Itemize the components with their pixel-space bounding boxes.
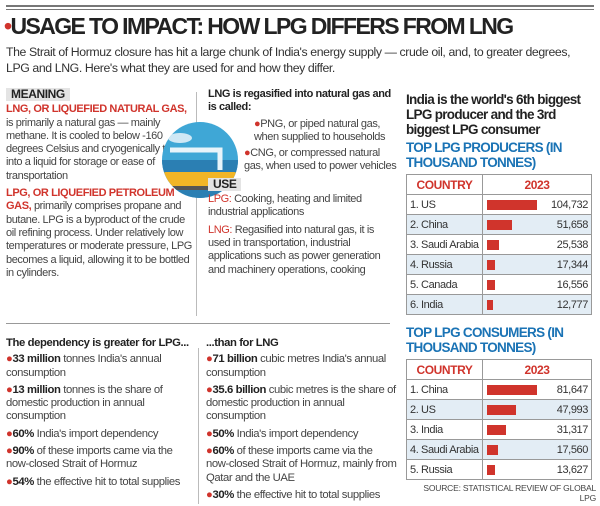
table-row: 3. Saudi Arabia 25,538 bbox=[406, 234, 592, 255]
country-cell: 5. Russia bbox=[406, 459, 483, 480]
page-title: •USAGE TO IMPACT: HOW LPG DIFFERS FROM L… bbox=[4, 13, 514, 39]
table-row: 5. Russia 13,627 bbox=[406, 459, 592, 480]
bar bbox=[487, 300, 494, 310]
bar bbox=[487, 445, 498, 455]
country-cell: 1. China bbox=[406, 379, 483, 400]
list-item: ●60% India's import dependency bbox=[6, 427, 159, 440]
list-item: ●50% India's import dependency bbox=[206, 427, 359, 440]
divider bbox=[6, 323, 390, 324]
lng-heading: LNG, OR LIQUEFIED NATURAL GAS, bbox=[6, 103, 187, 116]
country-cell: 2. US bbox=[406, 399, 483, 420]
lng-text: is primarily a natural gas — mainly meth… bbox=[6, 116, 192, 182]
value-label: 17,344 bbox=[556, 258, 589, 271]
value-label: 47,993 bbox=[556, 403, 589, 416]
lpg-dependency-heading: The dependency is greater for LPG... bbox=[6, 337, 189, 349]
producers-title: TOP LPG PRODUCERS (IN THOUSAND TONNES) bbox=[406, 140, 563, 170]
table-row: 2. US 47,993 bbox=[406, 399, 592, 420]
bar bbox=[487, 260, 496, 270]
use-tag: USE bbox=[208, 177, 242, 192]
list-item: ●60% of these imports came via the now-c… bbox=[206, 445, 397, 484]
subtitle: The Strait of Hormuz closure has hit a l… bbox=[6, 45, 571, 75]
value-label: 16,556 bbox=[556, 278, 589, 291]
country-cell: 3. India bbox=[406, 419, 483, 440]
lpg-use: Cooking, heating and limited industrial … bbox=[208, 193, 362, 219]
top-rule bbox=[6, 5, 594, 7]
meaning-tag: MEANING bbox=[6, 87, 70, 102]
country-cell: 1. US bbox=[406, 194, 483, 215]
country-cell: 4. Russia bbox=[406, 254, 483, 275]
country-cell: 4. Saudi Arabia bbox=[406, 439, 483, 460]
value-label: 31,317 bbox=[556, 423, 589, 436]
bar bbox=[487, 425, 507, 435]
consumers-table: COUNTRY 2023 1. China 81,647 2. US 47,993 3. I… bbox=[406, 359, 592, 480]
list-item: ●71 billion cubic metres India's annual … bbox=[206, 353, 386, 379]
list-item: ●35.6 billion cubic metres is the share … bbox=[206, 383, 396, 423]
meaning-section: MEANING LNG, OR LIQUEFIED NATURAL GAS, i… bbox=[6, 87, 194, 284]
consumers-title: TOP LPG CONSUMERS (IN THOUSAND TONNES) bbox=[406, 325, 564, 355]
right-panel: India is the world's 6th biggest LPG pro… bbox=[406, 92, 596, 503]
list-item: ●PNG, or piped natural gas, when supplie… bbox=[254, 117, 386, 143]
value-label: 25,538 bbox=[556, 238, 589, 251]
lpg-dependency: The dependency is greater for LPG... ●33… bbox=[6, 337, 196, 493]
value-label: 13,627 bbox=[556, 463, 589, 476]
value-label: 81,647 bbox=[556, 383, 589, 396]
bar bbox=[487, 200, 537, 210]
list-item: ●90% of these imports came via the now-c… bbox=[6, 445, 173, 471]
bar bbox=[487, 385, 537, 395]
lng-dependency: ...than for LNG ●71 billion cubic metres… bbox=[206, 337, 398, 506]
country-cell: 3. Saudi Arabia bbox=[406, 234, 483, 255]
table-row: 1. US 104,732 bbox=[406, 194, 592, 215]
source-note: SOURCE: STATISTICAL REVIEW OF GLOBAL LPG bbox=[423, 483, 596, 503]
lng-label: LNG: bbox=[208, 223, 233, 236]
table-row: 5. Canada 16,556 bbox=[406, 274, 592, 295]
right-heading: India is the world's 6th biggest LPG pro… bbox=[406, 92, 581, 137]
lpg-label: LPG: bbox=[208, 193, 232, 206]
table-row: 2. China 51,658 bbox=[406, 214, 592, 235]
bar bbox=[487, 405, 517, 415]
country-cell: 2. China bbox=[406, 214, 483, 235]
lpg-heading: LPG, OR LIQUEFIED PETROLEUM GAS, bbox=[6, 187, 175, 213]
list-item: ●30% the effective hit to total supplies bbox=[206, 488, 381, 501]
value-label: 51,658 bbox=[556, 218, 589, 231]
country-cell: 5. Canada bbox=[406, 274, 483, 295]
table-row: 6. India 12,777 bbox=[406, 294, 592, 315]
value-label: 12,777 bbox=[556, 298, 589, 311]
list-item: ●54% the effective hit to total supplies bbox=[6, 475, 181, 488]
list-item: ●CNG, or compressed natural gas, when us… bbox=[244, 147, 397, 173]
col-header-country: COUNTRY bbox=[406, 359, 483, 380]
bar bbox=[487, 280, 495, 290]
bar bbox=[487, 465, 496, 475]
col-header-year: 2023 bbox=[482, 359, 592, 380]
divider bbox=[198, 348, 199, 504]
lpg-text: primarily comprises propane and butane. … bbox=[6, 200, 192, 279]
table-row: 3. India 31,317 bbox=[406, 419, 592, 440]
col-header-country: COUNTRY bbox=[406, 174, 483, 195]
value-label: 17,560 bbox=[556, 443, 589, 456]
bar bbox=[487, 240, 500, 250]
regas-heading: LNG is regasified into natural gas and i… bbox=[208, 88, 391, 114]
divider bbox=[196, 92, 197, 316]
top-rule bbox=[6, 9, 594, 10]
regas-section: LNG is regasified into natural gas and i… bbox=[208, 88, 398, 281]
table-row: 1. China 81,647 bbox=[406, 379, 592, 400]
list-item: ●13 million tonnes is the share of domes… bbox=[6, 383, 163, 423]
table-row: 4. Russia 17,344 bbox=[406, 254, 592, 275]
bar bbox=[487, 220, 512, 230]
lng-use: Regasified into natural gas, it is used … bbox=[208, 223, 381, 276]
list-item: ●33 million tonnes India's annual consum… bbox=[6, 353, 162, 379]
producers-table: COUNTRY 2023 1. US 104,732 2. China 51,658 3. … bbox=[406, 174, 592, 315]
value-label: 104,732 bbox=[551, 198, 588, 211]
col-header-year: 2023 bbox=[482, 174, 592, 195]
lng-dependency-heading: ...than for LNG bbox=[206, 337, 279, 349]
country-cell: 6. India bbox=[406, 294, 483, 315]
table-row: 4. Saudi Arabia 17,560 bbox=[406, 439, 592, 460]
